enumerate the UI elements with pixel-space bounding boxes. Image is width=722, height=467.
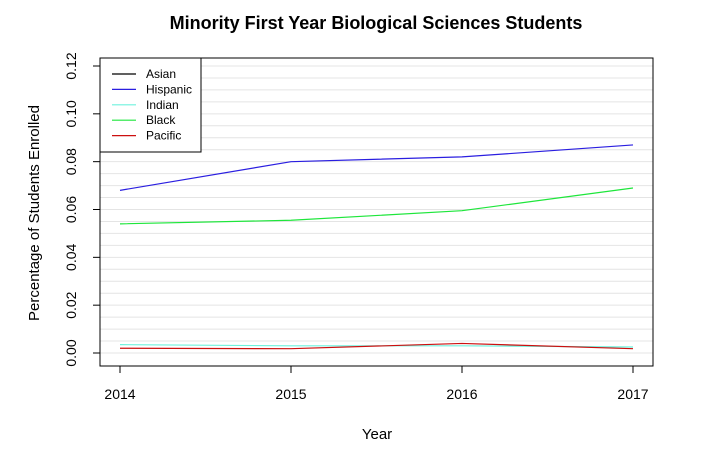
x-tick-label: 2016 [446,386,477,402]
legend-label-indian: Indian [146,98,179,112]
series-lines [119,144,634,350]
y-tick-label: 0.00 [63,339,79,366]
y-tick-label: 0.08 [63,148,79,175]
axes: 2014 2015 2016 2017 0.00 0.02 0.04 0.06 0.08 0.10… [63,52,649,402]
legend-label-pacific: Pacific [146,129,181,143]
series-line-hispanic [119,144,634,191]
y-tick-label: 0.06 [63,196,79,223]
y-tick-label: 0.02 [63,291,79,318]
x-tick-label: 2017 [617,386,648,402]
y-tick-label: 0.10 [63,100,79,127]
legend-label-asian: Asian [146,67,176,81]
x-axis-label: Year [362,426,392,443]
x-tick-label: 2014 [104,386,135,402]
y-tick-label: 0.04 [63,243,79,270]
y-tick-label: 0.12 [63,52,79,79]
y-axis-label: Percentage of Students Enrolled [26,105,43,321]
series-line-pacific [119,342,634,350]
legend-label-black: Black [146,113,176,127]
x-tick-label: 2015 [275,386,306,402]
series-line-black [119,187,634,225]
chart-title: Minority First Year Biological Sciences … [170,13,583,33]
legend-label-hispanic: Hispanic [146,82,192,96]
